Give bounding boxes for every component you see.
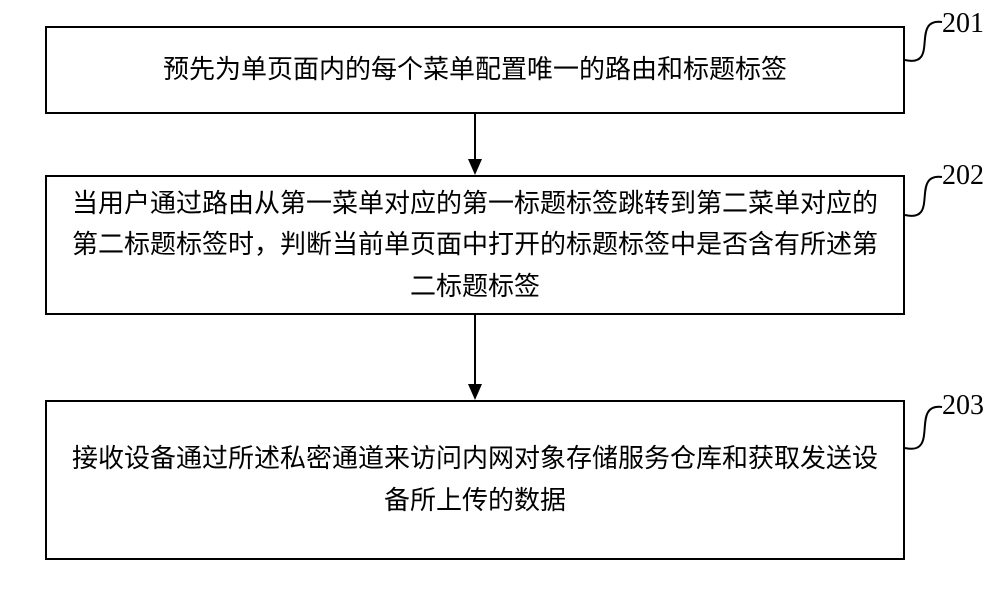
- arrow-2: [0, 0, 1000, 610]
- flowchart-canvas: 预先为单页面内的每个菜单配置唯一的路由和标题标签201当用户通过路由从第一菜单对…: [0, 0, 1000, 610]
